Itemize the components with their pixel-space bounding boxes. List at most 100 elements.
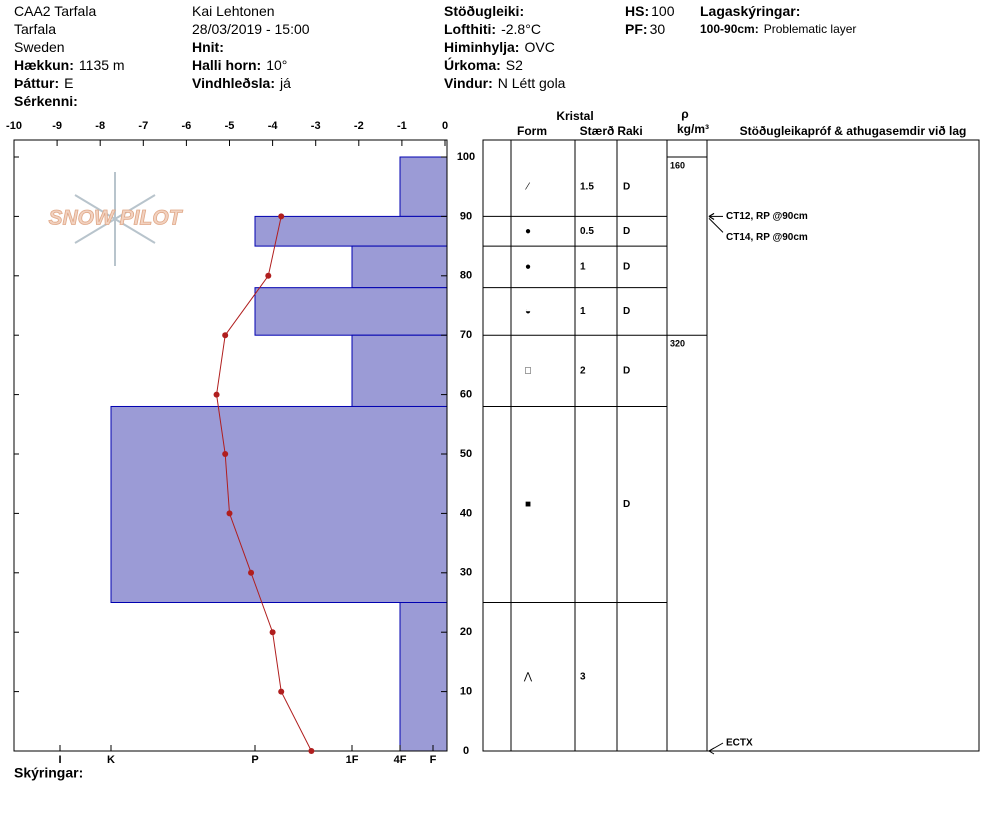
field-value: 28/03/2019 - 15:00 xyxy=(192,21,310,37)
header-field: Lofthiti: -2.8°C xyxy=(444,21,541,37)
grain-form: ⁄ xyxy=(524,181,530,192)
hardness-tick-label: 1F xyxy=(346,754,359,766)
column-header: kg/m³ xyxy=(677,122,709,136)
logo: SNOW PILOT xyxy=(49,207,184,230)
x-tick-label: -9 xyxy=(52,120,62,132)
x-tick-label: -7 xyxy=(138,120,148,132)
plot-frame xyxy=(13,139,448,752)
field-label: Vindur: xyxy=(444,75,493,91)
density-value: 320 xyxy=(670,339,685,349)
y-tick-label: 30 xyxy=(460,567,472,579)
field-label: Úrkoma: xyxy=(444,56,501,73)
field-label: Sérkenni: xyxy=(14,93,78,109)
hardness-tick-label: 4F xyxy=(394,754,407,766)
y-tick-label: 10 xyxy=(460,686,472,698)
grain-size: 1 xyxy=(580,306,586,317)
header-field: 100-90cm: Problematic layer xyxy=(700,22,856,36)
comment-arrow xyxy=(708,218,724,233)
moisture: D xyxy=(623,365,630,376)
temperature-point xyxy=(278,213,285,220)
temperature-point xyxy=(213,391,220,398)
temperature-point xyxy=(308,748,315,754)
header-field: Tarfala xyxy=(14,21,56,37)
temperature-point xyxy=(248,569,255,576)
field-label: 100-90cm: xyxy=(700,22,759,36)
moisture: D xyxy=(623,306,630,317)
y-tick-label: 70 xyxy=(460,329,472,341)
footer: Skýringar: xyxy=(14,765,83,781)
grain-form: □ xyxy=(525,365,531,376)
hardness-tick-label: P xyxy=(251,754,258,766)
temperature-point xyxy=(222,451,229,457)
column-header: ρ xyxy=(681,107,688,121)
temperature-point xyxy=(222,332,229,339)
header-field: Himinhylja: OVC xyxy=(444,39,555,55)
x-tick-label: -10 xyxy=(6,120,22,132)
y-tick-label: 60 xyxy=(460,389,472,401)
field-value: Sweden xyxy=(14,39,65,55)
grain-size: 1 xyxy=(580,262,586,273)
temperature-point xyxy=(278,688,285,695)
comment: ECTX xyxy=(726,738,753,749)
comment: CT12, RP @90cm xyxy=(726,211,808,222)
grain-size: 2 xyxy=(580,365,586,376)
header-field: PF: 30 xyxy=(625,21,665,37)
header-field: Lagaskýringar: xyxy=(700,3,800,19)
field-label: Hnit: xyxy=(192,39,224,55)
hardness-bar xyxy=(351,334,448,407)
x-tick-label: -1 xyxy=(397,120,407,132)
field-value: N Létt gola xyxy=(498,75,566,91)
column-header: Form xyxy=(517,124,547,138)
field-value: 1135 m xyxy=(79,57,125,73)
grain-form: ● xyxy=(525,262,531,273)
field-value: CAA2 Tarfala xyxy=(14,3,96,19)
field-value: -2.8°C xyxy=(501,21,541,37)
grain-form: ■ xyxy=(525,499,531,510)
y-tick-label: 80 xyxy=(460,270,472,282)
arrow-head xyxy=(708,212,715,220)
header-field: HS: 100 xyxy=(625,3,675,19)
header-field: Sweden xyxy=(14,39,65,55)
header-field: Hækkun: 1135 m xyxy=(14,57,125,73)
field-value: S2 xyxy=(506,57,523,73)
header-field: 28/03/2019 - 15:00 xyxy=(192,21,310,37)
field-value: E xyxy=(64,75,73,91)
x-tick-label: -3 xyxy=(311,120,321,132)
column-header: Stöðugleikapróf & athugasemdir við lag xyxy=(740,124,967,138)
header-field: Þáttur: E xyxy=(14,75,73,91)
grain-size: 0.5 xyxy=(580,226,594,237)
header-field: Vindur: N Létt gola xyxy=(444,75,566,91)
moisture: D xyxy=(623,499,630,510)
column-header: Kristal xyxy=(556,109,593,123)
hardness-bar xyxy=(399,156,448,217)
field-value: Kai Lehtonen xyxy=(192,3,275,19)
grain-form: ◒ xyxy=(525,306,531,317)
field-value: Problematic layer xyxy=(764,22,857,36)
y-tick-label: 90 xyxy=(460,210,472,222)
x-tick-label: 0 xyxy=(442,120,448,132)
table-frame xyxy=(482,139,980,752)
hardness-tick-label: F xyxy=(430,754,437,766)
field-label: Himinhylja: xyxy=(444,39,519,55)
logo-snowflake xyxy=(74,172,156,266)
field-value: já xyxy=(279,75,291,91)
moisture: D xyxy=(623,226,630,237)
header-field: Hnit: xyxy=(192,39,224,55)
temperature-point xyxy=(269,629,276,636)
header-field: Úrkoma: S2 xyxy=(444,56,523,73)
x-tick-label: -6 xyxy=(182,120,192,132)
column-header: Stærð xyxy=(580,124,615,138)
moisture: D xyxy=(623,181,630,192)
field-label: Halli horn: xyxy=(192,57,261,73)
field-label: Stöðugleiki: xyxy=(444,3,524,19)
field-label: Hækkun: xyxy=(14,57,74,73)
field-label: PF: xyxy=(625,21,648,37)
grain-size: 3 xyxy=(580,671,586,682)
hardness-bar xyxy=(110,405,448,604)
header-field: Halli horn: 10° xyxy=(192,57,287,73)
density-value: 160 xyxy=(670,160,685,170)
y-tick-label: 20 xyxy=(460,626,472,638)
field-label: Lofthiti: xyxy=(444,21,496,37)
y-tick-label: 50 xyxy=(460,448,472,460)
moisture: D xyxy=(623,262,630,273)
